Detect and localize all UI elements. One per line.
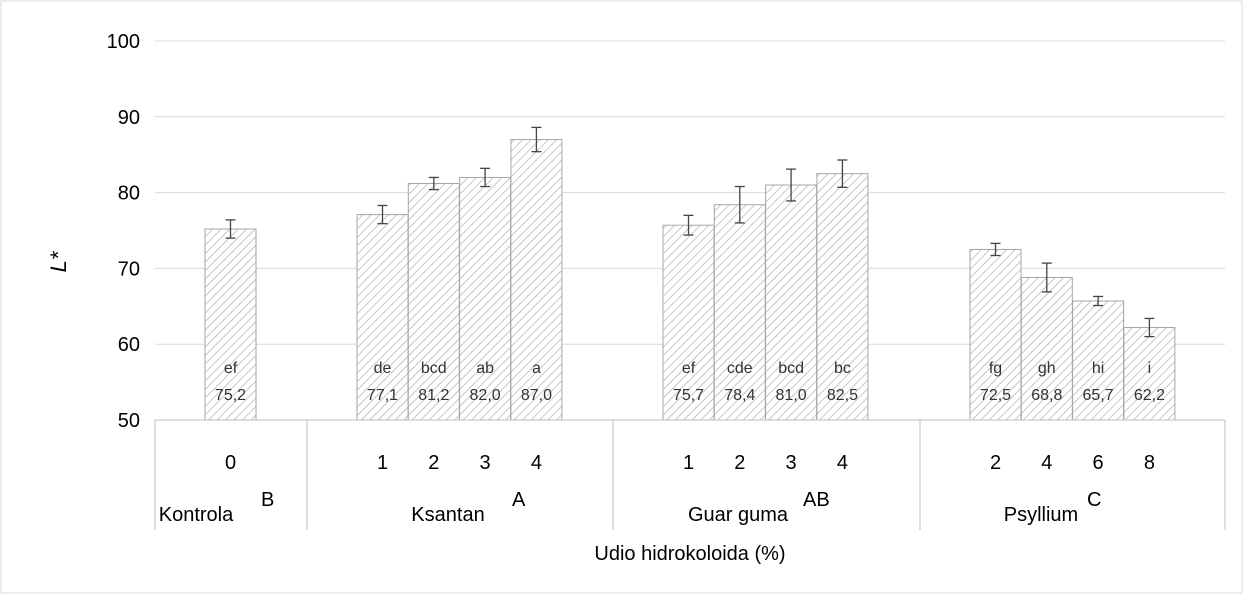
data-label: 77,1 bbox=[367, 387, 398, 404]
data-label: 65,7 bbox=[1083, 387, 1114, 404]
x-tick-label: 4 bbox=[837, 452, 848, 474]
significance-letter: de bbox=[374, 360, 392, 377]
significance-letter: bcd bbox=[778, 360, 804, 377]
data-label: 68,8 bbox=[1031, 387, 1062, 404]
data-labels: ef 75,2 de 77,1 bcd 81,2 ab 82,0 a 87,0 ef 75,7 cde 7… bbox=[215, 360, 1165, 404]
significance-letter: ef bbox=[224, 360, 238, 377]
significance-letter: a bbox=[532, 360, 541, 377]
significance-letter: i bbox=[1148, 360, 1152, 377]
bar bbox=[765, 184, 818, 421]
y-tick-label: 80 bbox=[118, 183, 140, 205]
significance-letter: ef bbox=[682, 360, 696, 377]
y-tick-label: 60 bbox=[118, 334, 140, 356]
data-label: 87,0 bbox=[521, 387, 552, 404]
x-tick-label: 6 bbox=[1093, 452, 1104, 474]
x-tick-label: 0 bbox=[225, 452, 236, 474]
x-tick-label: 1 bbox=[377, 452, 388, 474]
y-tick-label: 90 bbox=[118, 107, 140, 129]
bar bbox=[662, 224, 715, 421]
data-label: 82,0 bbox=[470, 387, 501, 404]
group-significance: C bbox=[1087, 489, 1101, 511]
group-label: Ksantan bbox=[411, 504, 484, 526]
group-significance: A bbox=[512, 489, 526, 511]
data-label: 81,2 bbox=[418, 387, 449, 404]
significance-letter: hi bbox=[1092, 360, 1104, 377]
x-tick-label: 3 bbox=[480, 452, 491, 474]
bar bbox=[407, 183, 460, 421]
y-axis-ticks: 50 60 70 80 90 100 bbox=[107, 31, 140, 432]
significance-letter: bc bbox=[834, 360, 851, 377]
data-label: 78,4 bbox=[724, 387, 755, 404]
y-tick-label: 50 bbox=[118, 410, 140, 432]
x-tick-label: 4 bbox=[531, 452, 542, 474]
x-tick-label: 3 bbox=[786, 452, 797, 474]
significance-letter: fg bbox=[989, 360, 1002, 377]
significance-letter: bcd bbox=[421, 360, 447, 377]
bar bbox=[510, 139, 563, 421]
x-tick-label: 2 bbox=[734, 452, 745, 474]
data-label: 62,2 bbox=[1134, 387, 1165, 404]
y-axis-label: L* bbox=[46, 250, 71, 272]
bar bbox=[1123, 327, 1176, 421]
x-tick-label: 8 bbox=[1144, 452, 1155, 474]
bars bbox=[204, 126, 1176, 421]
bar bbox=[816, 173, 869, 421]
data-label: 75,2 bbox=[215, 387, 246, 404]
group-label: Guar guma bbox=[688, 504, 789, 526]
significance-letter: ab bbox=[476, 360, 494, 377]
bar bbox=[713, 204, 766, 421]
x-tick-label: 1 bbox=[683, 452, 694, 474]
group-significance: B bbox=[261, 489, 274, 511]
x-tick-label: 2 bbox=[990, 452, 1001, 474]
x-tick-label: 4 bbox=[1041, 452, 1052, 474]
data-label: 82,5 bbox=[827, 387, 858, 404]
y-tick-label: 100 bbox=[107, 31, 140, 53]
x-tick-label: 2 bbox=[428, 452, 439, 474]
y-tick-label: 70 bbox=[118, 258, 140, 280]
x-axis-label: Udio hidrokoloida (%) bbox=[594, 543, 785, 565]
group-significance: AB bbox=[803, 489, 830, 511]
group-label: Kontrola bbox=[159, 504, 234, 526]
significance-letter: cde bbox=[727, 360, 753, 377]
data-label: 81,0 bbox=[776, 387, 807, 404]
group-label: Psyllium bbox=[1004, 504, 1078, 526]
data-label: 75,7 bbox=[673, 387, 704, 404]
x-axis: 0 Kontrola B 1 2 3 4 Ksantan A 1 2 3 4 Guar guma AB 2 4 6… bbox=[154, 419, 1226, 530]
significance-letter: gh bbox=[1038, 360, 1056, 377]
bar bbox=[459, 176, 512, 421]
data-label: 72,5 bbox=[980, 387, 1011, 404]
